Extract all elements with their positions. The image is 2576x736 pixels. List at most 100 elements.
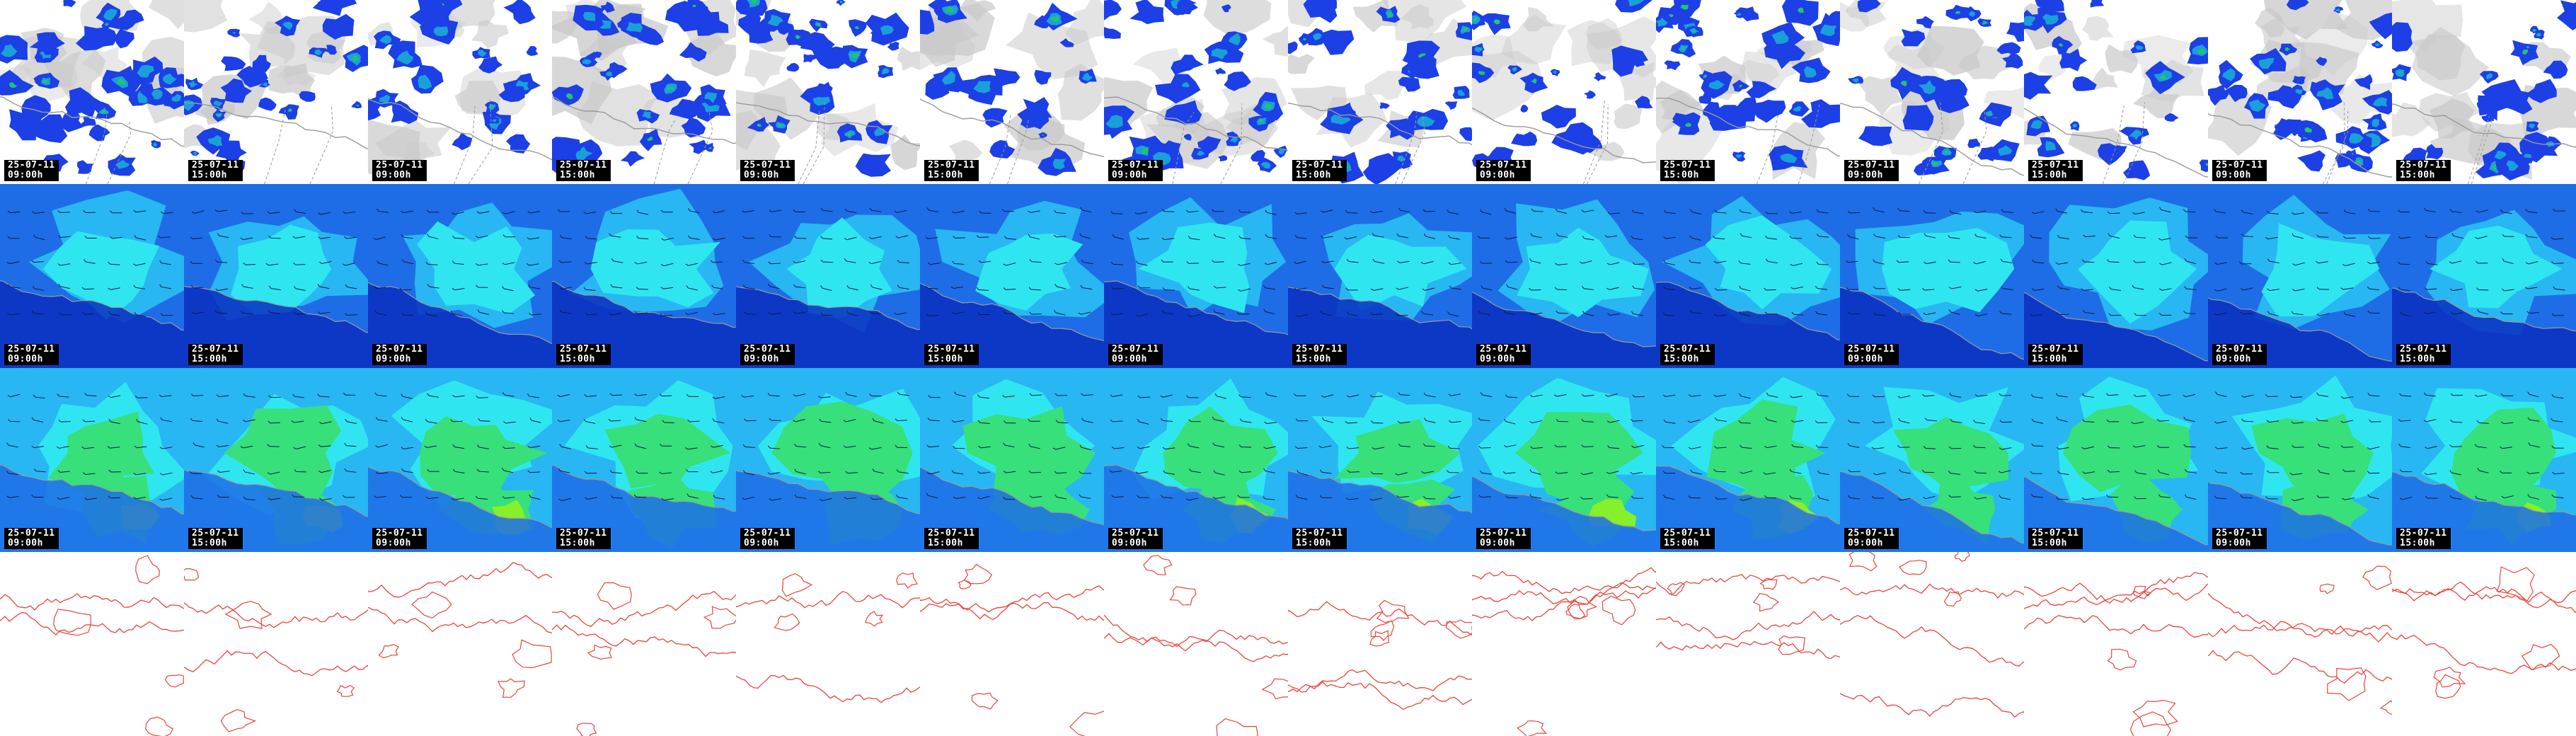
timestamp-time: 09:00h <box>376 354 411 364</box>
map-image-field-b <box>552 368 736 552</box>
map-image-precip <box>0 0 184 184</box>
map-tile-field-b-7: 25-07-11 09:00h <box>1104 368 1288 552</box>
timestamp-label: 25-07-11 15:00h <box>2396 160 2451 181</box>
map-image-precip <box>1288 0 1472 184</box>
map-image-precip <box>1104 0 1288 184</box>
timestamp-date: 25-07-11 <box>1480 344 1527 355</box>
map-image-contour <box>1472 552 1656 736</box>
timestamp-label: 25-07-11 15:00h <box>1660 528 1715 549</box>
timestamp-date: 25-07-11 <box>192 160 239 171</box>
timestamp-label: 25-07-11 09:00h <box>1108 528 1163 549</box>
timestamp-date: 25-07-11 <box>376 344 423 355</box>
timestamp-time: 09:00h <box>8 170 43 180</box>
map-tile-contour-6 <box>920 552 1104 736</box>
timestamp-date: 25-07-11 <box>1664 344 1711 355</box>
timestamp-time: 15:00h <box>560 354 595 364</box>
map-tile-field-b-12: 25-07-11 15:00h <box>2024 368 2208 552</box>
map-tile-field-a-9: 25-07-11 09:00h <box>1472 184 1656 368</box>
map-image-field-a <box>736 184 920 368</box>
timestamp-label: 25-07-11 09:00h <box>4 160 59 181</box>
timestamp-date: 25-07-11 <box>192 344 239 355</box>
timestamp-label: 25-07-11 09:00h <box>372 528 427 549</box>
timestamp-time: 09:00h <box>1112 354 1147 364</box>
timestamp-time: 15:00h <box>2400 170 2435 180</box>
map-image-field-b <box>1288 368 1472 552</box>
timestamp-label: 25-07-11 09:00h <box>1476 528 1531 549</box>
map-image-contour <box>2024 552 2208 736</box>
map-image-field-b <box>1656 368 1840 552</box>
map-image-contour <box>920 552 1104 736</box>
map-tile-precip-7: 25-07-11 09:00h <box>1104 0 1288 184</box>
map-image-field-b <box>2208 368 2392 552</box>
timestamp-label: 25-07-11 15:00h <box>556 528 611 549</box>
timestamp-date: 25-07-11 <box>376 160 423 171</box>
timestamp-time: 15:00h <box>192 538 227 548</box>
timestamp-date: 25-07-11 <box>1112 528 1159 539</box>
timestamp-time: 09:00h <box>1848 538 1883 548</box>
timestamp-label: 25-07-11 15:00h <box>1660 344 1715 365</box>
timestamp-time: 15:00h <box>1664 538 1699 548</box>
timestamp-time: 09:00h <box>1848 354 1883 364</box>
map-image-field-a <box>184 184 368 368</box>
map-image-field-a <box>2208 184 2392 368</box>
timestamp-label: 25-07-11 15:00h <box>2028 344 2083 365</box>
map-tile-field-a-5: 25-07-11 09:00h <box>736 184 920 368</box>
map-image-field-b <box>736 368 920 552</box>
map-tile-field-a-12: 25-07-11 15:00h <box>2024 184 2208 368</box>
map-image-precip <box>2024 0 2208 184</box>
timestamp-time: 15:00h <box>1296 538 1331 548</box>
map-tile-field-b-1: 25-07-11 09:00h <box>0 368 184 552</box>
map-tile-precip-1: 25-07-11 09:00h <box>0 0 184 184</box>
map-image-field-a <box>1288 184 1472 368</box>
timestamp-label: 25-07-11 15:00h <box>1660 160 1715 181</box>
timestamp-time: 15:00h <box>2032 538 2067 548</box>
map-tile-contour-3 <box>368 552 552 736</box>
timestamp-date: 25-07-11 <box>2400 344 2447 355</box>
map-tile-contour-1 <box>0 552 184 736</box>
timestamp-time: 15:00h <box>192 354 227 364</box>
timestamp-label: 25-07-11 15:00h <box>556 344 611 365</box>
map-tile-precip-5: 25-07-11 09:00h <box>736 0 920 184</box>
map-tile-field-b-3: 25-07-11 09:00h <box>368 368 552 552</box>
timestamp-time: 15:00h <box>928 170 963 180</box>
timestamp-time: 15:00h <box>560 170 595 180</box>
map-image-field-a <box>1840 184 2024 368</box>
timestamp-date: 25-07-11 <box>2216 344 2263 355</box>
map-tile-field-b-5: 25-07-11 09:00h <box>736 368 920 552</box>
map-tile-field-a-4: 25-07-11 15:00h <box>552 184 736 368</box>
timestamp-date: 25-07-11 <box>928 528 975 539</box>
map-image-field-b <box>1472 368 1656 552</box>
timestamp-time: 09:00h <box>8 354 43 364</box>
timestamp-time: 15:00h <box>2032 354 2067 364</box>
map-tile-contour-14 <box>2392 552 2576 736</box>
timestamp-time: 09:00h <box>1112 170 1147 180</box>
map-image-contour <box>0 552 184 736</box>
map-image-contour <box>736 552 920 736</box>
map-tile-field-a-7: 25-07-11 09:00h <box>1104 184 1288 368</box>
map-tile-precip-4: 25-07-11 15:00h <box>552 0 736 184</box>
map-image-precip <box>2208 0 2392 184</box>
map-tile-field-b-10: 25-07-11 15:00h <box>1656 368 1840 552</box>
map-tile-precip-13: 25-07-11 09:00h <box>2208 0 2392 184</box>
map-image-contour <box>1104 552 1288 736</box>
timestamp-time: 15:00h <box>928 354 963 364</box>
map-image-field-b <box>1840 368 2024 552</box>
timestamp-label: 25-07-11 09:00h <box>4 344 59 365</box>
timestamp-date: 25-07-11 <box>560 528 607 539</box>
timestamp-time: 15:00h <box>560 538 595 548</box>
timestamp-date: 25-07-11 <box>1480 160 1527 171</box>
timestamp-time: 15:00h <box>1296 170 1331 180</box>
timestamp-date: 25-07-11 <box>1480 528 1527 539</box>
timestamp-label: 25-07-11 15:00h <box>1292 160 1347 181</box>
map-tile-precip-3: 25-07-11 09:00h <box>368 0 552 184</box>
timestamp-label: 25-07-11 15:00h <box>2396 344 2451 365</box>
map-tile-field-b-13: 25-07-11 09:00h <box>2208 368 2392 552</box>
timestamp-date: 25-07-11 <box>192 528 239 539</box>
map-image-field-b <box>0 368 184 552</box>
map-tile-precip-12: 25-07-11 15:00h <box>2024 0 2208 184</box>
map-tile-field-b-14: 25-07-11 15:00h <box>2392 368 2576 552</box>
timestamp-time: 09:00h <box>376 538 411 548</box>
map-image-field-a <box>368 184 552 368</box>
timestamp-time: 09:00h <box>744 170 779 180</box>
